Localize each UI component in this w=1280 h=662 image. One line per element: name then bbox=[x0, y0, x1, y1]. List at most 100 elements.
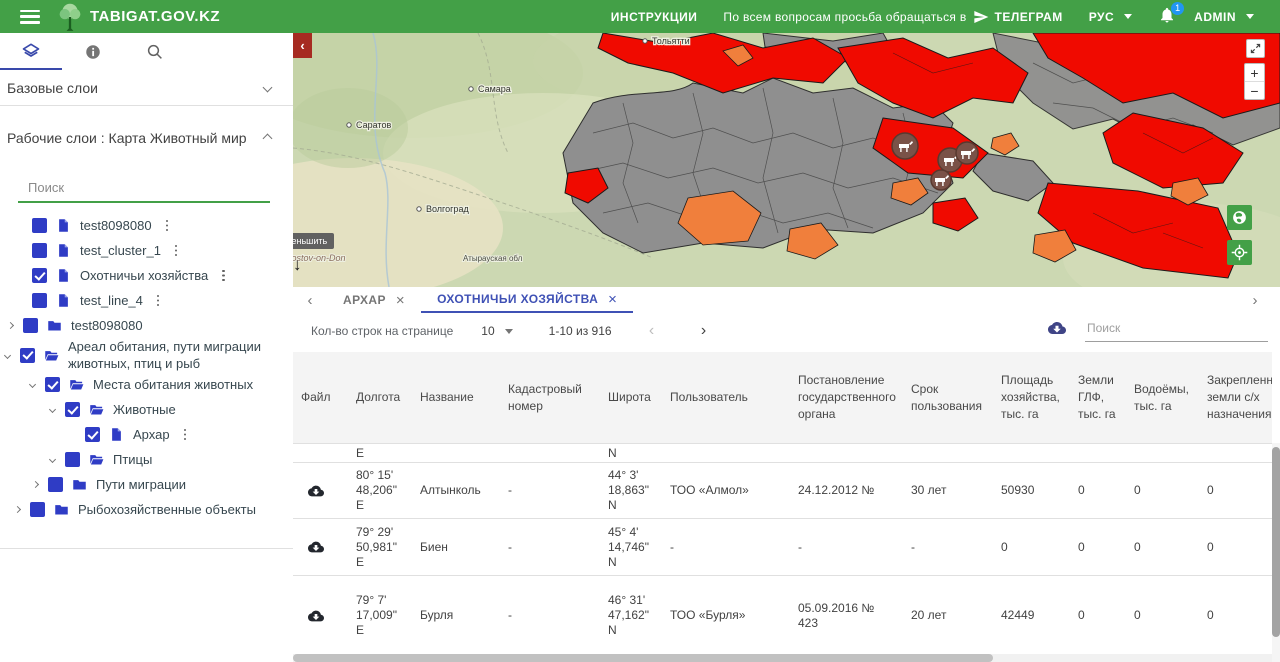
chevron-down-icon[interactable] bbox=[28, 380, 36, 389]
tab-arhar[interactable]: АРХАР × bbox=[343, 291, 406, 309]
collapse-panel-arrow[interactable]: ↓ bbox=[293, 255, 302, 274]
tabs-scroll-right[interactable]: › bbox=[1252, 291, 1258, 309]
chevron-down-icon[interactable] bbox=[48, 405, 56, 414]
chevron-right-icon[interactable] bbox=[31, 480, 39, 489]
zoom-out-button[interactable]: − bbox=[1250, 82, 1259, 99]
layer-checkbox[interactable] bbox=[32, 243, 47, 258]
notice-text: По всем вопросам просьба обращаться в bbox=[723, 9, 967, 24]
layer-group[interactable]: Места обитания животных bbox=[0, 372, 293, 397]
table-row[interactable]: E N bbox=[293, 443, 1272, 462]
column-header[interactable]: Постановление государственного органа bbox=[798, 373, 896, 421]
layer-item[interactable]: test_line_4 bbox=[0, 288, 293, 313]
cloud-download-icon[interactable] bbox=[305, 483, 327, 499]
map-canvas[interactable]: Тольятти Самара Саратов Волгоград Rostov… bbox=[293, 33, 1280, 287]
column-header[interactable]: Широта bbox=[608, 390, 651, 404]
column-header[interactable]: Кадастровый номер bbox=[508, 381, 582, 413]
layer-group[interactable]: Пути миграции bbox=[0, 472, 293, 497]
layer-checkbox[interactable] bbox=[30, 502, 45, 517]
working-layers-accordion[interactable]: Рабочие слои : Карта Животный мир bbox=[0, 120, 293, 156]
chevron-down-icon bbox=[262, 82, 273, 93]
chevron-down-icon[interactable] bbox=[48, 455, 56, 464]
kebab-menu-icon[interactable] bbox=[169, 244, 183, 258]
table-row[interactable]: 80° 15' 48,206" E Алтынколь - 44° 3' 18,… bbox=[293, 462, 1272, 518]
column-header[interactable]: Закрепленные земли с/х назначения bbox=[1207, 373, 1272, 421]
column-header[interactable]: Файл bbox=[301, 390, 331, 404]
telegram-link[interactable]: ТЕЛЕГРАМ bbox=[994, 9, 1063, 24]
layer-checkbox[interactable] bbox=[23, 318, 38, 333]
layer-checkbox[interactable] bbox=[32, 268, 47, 283]
column-header[interactable]: Водоёмы, тыс. га bbox=[1134, 381, 1189, 413]
column-header[interactable]: Название bbox=[420, 390, 474, 404]
collapse-sidebar-button[interactable]: ‹ bbox=[293, 33, 312, 58]
instructions-link[interactable]: ИНСТРУКЦИИ bbox=[610, 9, 698, 24]
column-header[interactable]: Земли ГЛФ, тыс. га bbox=[1078, 373, 1116, 421]
animal-cluster-marker[interactable] bbox=[891, 132, 979, 191]
layer-item[interactable]: Охотничьи хозяйства bbox=[0, 263, 293, 288]
vertical-scrollbar[interactable] bbox=[1272, 443, 1280, 662]
user-menu[interactable]: ADMIN bbox=[1194, 10, 1254, 24]
close-icon[interactable]: × bbox=[395, 291, 406, 309]
cloud-download-icon[interactable] bbox=[305, 539, 327, 555]
layer-group[interactable]: Птицы bbox=[0, 447, 293, 472]
menu-icon[interactable] bbox=[20, 9, 40, 24]
prev-page-button[interactable]: ‹ bbox=[648, 322, 655, 339]
layer-checkbox[interactable] bbox=[32, 218, 47, 233]
language-selector[interactable]: РУС bbox=[1089, 10, 1133, 24]
column-header[interactable]: Срок пользования bbox=[911, 381, 982, 413]
folder-open-icon bbox=[70, 380, 84, 390]
layer-group[interactable]: test8098080 bbox=[0, 313, 293, 338]
scrollbar-thumb[interactable] bbox=[1272, 447, 1280, 637]
column-header[interactable]: Долгота bbox=[356, 390, 401, 404]
chevron-right-icon[interactable] bbox=[6, 321, 14, 330]
kebab-menu-icon[interactable] bbox=[151, 294, 165, 308]
layer-checkbox[interactable] bbox=[20, 347, 35, 363]
next-page-button[interactable]: › bbox=[700, 322, 707, 339]
layer-group[interactable]: Ареал обитания, пути миграции животных, … bbox=[0, 338, 280, 372]
search-icon bbox=[147, 44, 162, 59]
kebab-menu-icon[interactable] bbox=[216, 269, 230, 283]
chevron-down-icon[interactable] bbox=[3, 351, 11, 359]
map-label-city: Саратов bbox=[356, 120, 391, 130]
export-button[interactable] bbox=[1045, 319, 1069, 337]
tab-search[interactable] bbox=[124, 33, 186, 70]
notifications-button[interactable]: 1 bbox=[1158, 1, 1185, 28]
layer-checkbox[interactable] bbox=[32, 293, 47, 308]
chevron-right-icon[interactable] bbox=[13, 505, 21, 514]
base-layers-accordion[interactable]: Базовые слои bbox=[0, 70, 293, 106]
layer-group[interactable]: Животные bbox=[0, 397, 293, 422]
top-header: TABIGAT.GOV.KZ ИНСТРУКЦИИ По всем вопрос… bbox=[0, 0, 1280, 33]
tab-layers[interactable] bbox=[0, 33, 62, 70]
base-map-button[interactable] bbox=[1227, 205, 1252, 230]
table-row[interactable]: 79° 29' 50,981" E Биен - 45° 4' 14,746" … bbox=[293, 518, 1272, 575]
rows-per-page-select[interactable]: 10 bbox=[481, 324, 513, 338]
layer-item[interactable]: Архар bbox=[0, 422, 293, 447]
scrollbar-thumb[interactable] bbox=[293, 654, 993, 662]
tabs-scroll-left[interactable]: ‹ bbox=[307, 291, 313, 309]
cloud-download-icon bbox=[1048, 322, 1066, 334]
close-icon[interactable]: × bbox=[608, 290, 618, 308]
table-header: Файл Долгота Название Кадастровый номер … bbox=[293, 352, 1272, 443]
kebab-menu-icon[interactable] bbox=[178, 428, 192, 442]
tab-info[interactable] bbox=[62, 33, 124, 70]
layer-search-input[interactable] bbox=[18, 178, 270, 203]
tab-hunting-farms[interactable]: ОХОТНИЧЬИ ХОЗЯЙСТВА × bbox=[421, 287, 634, 313]
layer-checkbox[interactable] bbox=[48, 477, 63, 492]
layer-checkbox[interactable] bbox=[65, 452, 80, 467]
layer-item[interactable]: test_cluster_1 bbox=[0, 238, 293, 263]
layer-checkbox[interactable] bbox=[65, 402, 80, 417]
kebab-menu-icon[interactable] bbox=[160, 219, 174, 233]
zoom-in-button[interactable]: + bbox=[1245, 64, 1264, 82]
horizontal-scrollbar[interactable] bbox=[293, 654, 1272, 662]
tooltip: Уменьшить bbox=[293, 233, 335, 249]
cloud-download-icon[interactable] bbox=[305, 608, 327, 624]
locate-button[interactable] bbox=[1227, 240, 1252, 265]
column-header[interactable]: Пользователь bbox=[670, 390, 748, 404]
table-search-input[interactable] bbox=[1085, 319, 1268, 342]
layer-item[interactable]: test8098080 bbox=[0, 213, 293, 238]
table-row[interactable]: 79° 7' 17,009" E Бурля - 46° 31' 47,162"… bbox=[293, 575, 1272, 655]
layer-checkbox[interactable] bbox=[85, 427, 100, 442]
layer-checkbox[interactable] bbox=[45, 377, 60, 392]
fullscreen-button[interactable] bbox=[1246, 39, 1265, 58]
column-header[interactable]: Площадь хозяйства, тыс. га bbox=[1001, 373, 1060, 421]
layer-group[interactable]: Рыбохозяйственные объекты bbox=[0, 497, 293, 522]
